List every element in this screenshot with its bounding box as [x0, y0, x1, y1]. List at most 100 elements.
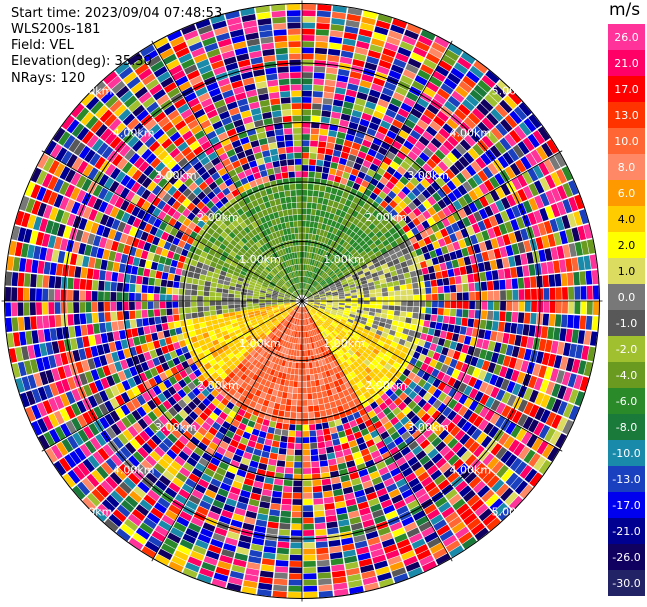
ray-gate [458, 382, 468, 393]
ray-gate [350, 308, 357, 313]
ray-gate [115, 394, 125, 407]
ray-gate [292, 499, 302, 505]
ray-gate [542, 313, 550, 326]
ray-gate [333, 242, 339, 249]
ray-gate [404, 451, 415, 462]
ray-gate [514, 254, 522, 266]
ray-gate [348, 238, 356, 246]
ray-gate [310, 317, 315, 323]
ray-gate [245, 335, 252, 341]
ray-gate [153, 218, 162, 228]
ray-gate [324, 321, 330, 327]
ray-gate [352, 343, 360, 351]
ray-gate [181, 233, 189, 242]
ray-gate [219, 388, 228, 397]
ray-gate [400, 233, 409, 242]
ray-gate [202, 370, 211, 379]
ray-gate [228, 304, 235, 309]
ray-gate [528, 197, 539, 211]
ray-gate [293, 292, 298, 297]
ray-gate [362, 10, 378, 20]
ray-gate [463, 117, 476, 130]
ray-gate [345, 253, 353, 260]
ray-gate [292, 387, 298, 394]
ray-gate [337, 342, 344, 349]
ray-gate [158, 458, 170, 470]
ray-gate [325, 440, 333, 448]
ray-gate [199, 274, 207, 281]
ray-gate [319, 279, 325, 285]
ray-gate [375, 397, 384, 406]
ray-gate [337, 216, 344, 224]
ray-gate [11, 302, 18, 317]
ray-gate [372, 157, 382, 167]
ray-gate [277, 345, 282, 352]
ray-gate [245, 273, 253, 279]
ray-gate [494, 141, 507, 155]
ray-gate [254, 260, 261, 266]
ray-gate [327, 342, 333, 349]
ray-gate [479, 272, 487, 282]
ray-gate [385, 510, 398, 520]
ray-gate [517, 241, 526, 254]
ray-gate [135, 127, 148, 139]
ray-gate [157, 403, 168, 414]
ray-gate [421, 220, 430, 230]
ray-gate [340, 383, 347, 391]
ray-gate [319, 339, 325, 346]
ray-gate [140, 131, 152, 144]
ray-gate [316, 285, 322, 290]
ray-gate [245, 510, 257, 519]
ray-gate [360, 448, 370, 457]
ray-gate [432, 388, 442, 399]
ray-gate [431, 307, 438, 315]
ray-gate [113, 104, 127, 117]
ray-gate [258, 276, 265, 282]
ray-gate [175, 230, 184, 240]
ray-gate [120, 392, 131, 403]
ray-gate [90, 100, 104, 115]
ray-gate [212, 499, 225, 509]
ray-gate [442, 206, 452, 217]
ray-gate [110, 240, 119, 252]
ray-gate [540, 262, 548, 275]
ray-gate [288, 308, 293, 314]
ray-gate [443, 356, 452, 366]
ray-gate [255, 314, 262, 319]
ray-gate [188, 522, 202, 533]
ray-gate [252, 395, 260, 403]
ray-gate [203, 311, 211, 317]
ray-gate [466, 225, 475, 236]
ray-gate [306, 305, 311, 310]
ray-gate [417, 493, 430, 504]
ray-gate [282, 347, 287, 354]
ray-gate [349, 148, 359, 157]
ray-gate [583, 224, 593, 239]
ray-gate [401, 346, 410, 354]
ray-gate [326, 269, 333, 275]
ray-gate [413, 288, 420, 295]
ray-gate [308, 285, 313, 291]
ray-gate [320, 298, 327, 300]
ray-gate [348, 154, 357, 162]
ray-gate [284, 297, 290, 300]
ray-gate [199, 500, 212, 510]
ray-gate [372, 218, 381, 227]
ray-gate [322, 217, 329, 225]
ray-gate [104, 113, 117, 127]
ray-gate [406, 410, 416, 420]
ray-gate [292, 505, 302, 512]
ray-gate [522, 265, 530, 277]
ray-gate [59, 408, 71, 422]
ray-gate [344, 273, 352, 279]
ray-gate [115, 407, 126, 419]
ray-gate [350, 311, 357, 315]
ray-gate [416, 97, 429, 108]
ray-gate [319, 317, 325, 323]
ray-gate [309, 424, 316, 431]
ray-gate [129, 366, 138, 377]
ray-gate [93, 392, 104, 405]
ray-gate [242, 431, 251, 440]
ray-gate [402, 368, 411, 377]
ray-gate [422, 163, 433, 174]
